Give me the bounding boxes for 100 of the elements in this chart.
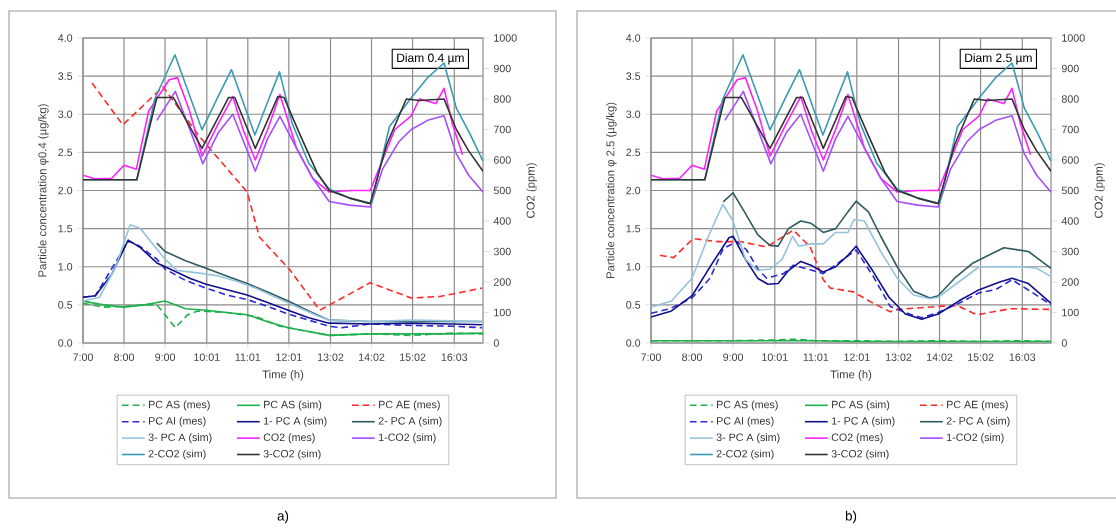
legend-label: 2-CO2 (sim) [148, 449, 206, 460]
line-series [83, 76, 464, 193]
x-tick-label: 15:02 [400, 353, 426, 361]
text: b) [845, 510, 857, 524]
legend-label: PC AS (sim) [832, 400, 890, 411]
y-tick-label: 0.0 [58, 339, 73, 347]
line-series [83, 95, 484, 205]
y-tick-label: 2.0 [626, 186, 641, 195]
y2-tick-label: 300 [1061, 247, 1079, 256]
y2-tick-label: 700 [493, 125, 511, 134]
x-tick-label: 7:00 [641, 353, 661, 361]
legend-label: PC AI (mes) [149, 416, 206, 427]
y-tick-label: 1.5 [626, 224, 641, 233]
legend-label: 2- PC A (sim) [378, 416, 442, 427]
y2-tick-label: 400 [1061, 217, 1079, 225]
legend-label: CO2 (mes) [831, 433, 883, 444]
x-tick-label: 11:01 [803, 353, 829, 361]
x-tick-label: 12:01 [844, 353, 870, 361]
y2-tick-label: 200 [1061, 278, 1079, 286]
y-tick-label: 4.0 [626, 34, 641, 42]
y2-tick-label: 500 [1061, 186, 1079, 195]
legend-label: PC AE (mes) [379, 400, 440, 411]
y2-tick-label: 600 [493, 156, 511, 164]
y-tick-label: 1.0 [58, 262, 73, 271]
y-axis-title: Particle concentration φ0.4 (µg/kg) [38, 104, 49, 277]
y2-tick-label: 300 [493, 247, 511, 256]
y-tick-label: 1.5 [58, 224, 73, 233]
y-tick-label: 3.0 [58, 110, 73, 119]
x-tick-label: 7:00 [73, 353, 93, 361]
line-series [651, 95, 1052, 205]
legend-label: 2-CO2 (sim) [716, 449, 774, 460]
y-tick-label: 0.0 [626, 339, 641, 347]
x-tick-label: 14:02 [927, 353, 953, 361]
y-tick-label: 4.0 [58, 34, 73, 42]
y-tick-label: 2.5 [58, 148, 73, 157]
line-series [91, 82, 483, 312]
y2-axis-title: CO2 (ppm) [1094, 163, 1105, 218]
legend-label: 3- PC A (sim) [148, 433, 212, 444]
legend-label: PC AS (mes) [149, 400, 210, 411]
y2-tick-label: 1000 [1062, 34, 1085, 42]
x-axis-title: Time (h) [262, 370, 304, 381]
legend-label: 3-CO2 (sim) [831, 449, 889, 460]
legend-label: CO2 (mes) [263, 433, 315, 444]
y-tick-label: 3.0 [626, 110, 641, 119]
legend-label: 1-CO2 (sim) [947, 433, 1004, 444]
y2-tick-label: 100 [494, 308, 511, 317]
x-tick-label: 16:03 [441, 353, 468, 361]
y-tick-label: 2.5 [626, 148, 641, 157]
legend-label: 1-CO2 (sim) [379, 433, 436, 444]
y-tick-label: 3.5 [626, 72, 641, 80]
y2-tick-label: 0 [1061, 339, 1067, 347]
annotation: Diam 2.5 µm [965, 53, 1032, 65]
legend-label: 1- PC A (sim) [832, 416, 895, 427]
y2-tick-label: 200 [493, 278, 511, 286]
x-tick-label: 11:01 [235, 353, 261, 361]
legend-label: PC AI (mes) [717, 416, 774, 427]
x-tick-label: 13:02 [317, 353, 344, 361]
y2-tick-label: 900 [1061, 64, 1079, 73]
x-tick-label: 15:02 [968, 353, 994, 361]
y-tick-label: 0.5 [58, 301, 73, 309]
y2-tick-label: 1000 [494, 34, 517, 42]
y2-tick-label: 600 [1061, 156, 1079, 164]
x-tick-label: 9:00 [723, 353, 744, 361]
legend-label: 2- PC A (sim) [946, 416, 1010, 427]
legend-label: 1- PC A (sim) [264, 416, 327, 427]
x-axis-title: Time (h) [830, 370, 872, 381]
legend-label: PC AE (mes) [947, 400, 1008, 411]
legend-label: 3-CO2 (sim) [263, 449, 321, 460]
y2-tick-label: 100 [1062, 308, 1079, 317]
line-series [724, 90, 1052, 208]
x-tick-label: 14:02 [359, 353, 385, 361]
x-tick-label: 13:02 [885, 353, 912, 361]
y-axis-title: Particle concentration φ 2.5 (µg/kg) [606, 102, 617, 279]
x-tick-label: 16:03 [1009, 353, 1036, 361]
line-series [156, 90, 484, 208]
y-tick-label: 1.0 [626, 262, 641, 271]
x-tick-label: 10:01 [194, 353, 220, 361]
line-series [83, 224, 483, 323]
line-series [651, 76, 1032, 193]
y2-tick-label: 900 [493, 64, 511, 73]
y2-tick-label: 800 [493, 95, 511, 103]
line-series [722, 191, 1052, 299]
x-tick-label: 10:01 [762, 353, 788, 361]
legend-label: PC AS (sim) [264, 400, 322, 411]
y-tick-label: 3.5 [58, 72, 73, 80]
text: a) [277, 510, 289, 524]
y-tick-label: 2.0 [58, 186, 73, 195]
y2-tick-label: 800 [1061, 95, 1079, 103]
y2-tick-label: 0 [493, 339, 499, 347]
legend-label: PC AS (mes) [717, 400, 778, 411]
x-tick-label: 9:00 [155, 353, 176, 361]
annotation: Diam 0.4 µm [397, 53, 464, 65]
y2-tick-label: 500 [493, 186, 511, 195]
x-tick-label: 8:00 [682, 353, 702, 361]
y2-tick-label: 700 [1061, 125, 1079, 134]
y2-axis-title: CO2 (ppm) [526, 163, 537, 218]
y2-tick-label: 400 [493, 217, 511, 225]
y-tick-label: 0.5 [626, 301, 641, 309]
legend-label: 3- PC A (sim) [716, 433, 780, 444]
x-tick-label: 12:01 [276, 353, 302, 361]
